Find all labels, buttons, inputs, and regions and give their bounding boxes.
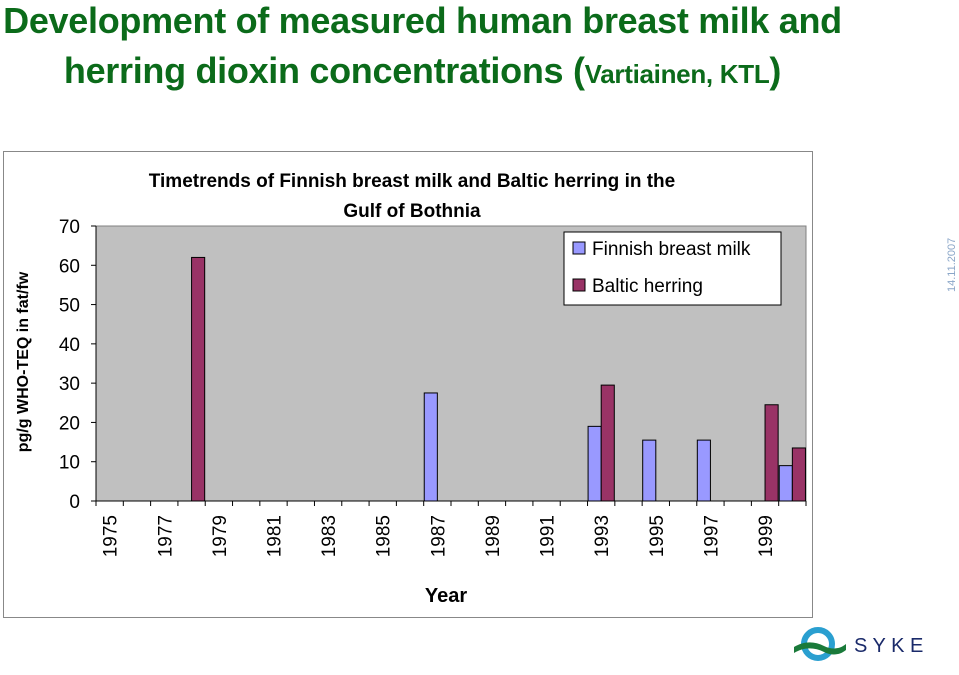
bar-baltic-herring-1993 <box>600 384 615 502</box>
legend-swatch-breast-milk <box>572 241 586 255</box>
syke-logo: S Y K E <box>794 627 923 661</box>
dioxin-bar-chart: 0 10 20 30 40 50 60 70 1975 1977 1979 1981 1983 1985 1… <box>15 171 807 607</box>
chart-title-line1: Timetrends of Finnish breast milk and Ba… <box>149 171 675 192</box>
x-tick-label: 1999 <box>756 515 777 557</box>
bar-breast-milk-2000 <box>778 465 793 502</box>
bar-breast-milk-1993 <box>587 425 602 502</box>
y-tick-label: 10 <box>59 453 80 474</box>
x-tick-label: 1989 <box>483 515 504 557</box>
x-tick-label: 1991 <box>538 515 559 557</box>
y-tick-label: 70 <box>59 217 80 238</box>
bar-baltic-herring-1999 <box>764 404 779 502</box>
legend-swatch-baltic-herring <box>572 278 586 292</box>
x-tick-label: 1995 <box>647 515 668 557</box>
legend-label-baltic-herring: Baltic herring <box>592 276 703 297</box>
slide-title-line1: Development of measured human breast mil… <box>3 0 842 41</box>
x-axis-label: Year <box>425 585 467 607</box>
x-tick-label: 1987 <box>428 515 449 557</box>
y-tick-label: 40 <box>59 335 80 356</box>
y-tick-label: 0 <box>69 492 80 513</box>
bar-baltic-herring-2000 <box>791 447 806 502</box>
y-tick-label: 20 <box>59 413 80 434</box>
syke-logo-text: S Y K E <box>854 635 923 657</box>
syke-logo-wave <box>794 642 846 655</box>
x-tick-label: 1981 <box>265 515 286 557</box>
legend-label-breast-milk: Finnish breast milk <box>592 239 751 260</box>
bar-breast-milk-1987 <box>423 392 438 502</box>
y-axis-label: pg/g WHO-TEQ in fat/fw <box>15 271 32 452</box>
chart-title-line2: Gulf of Bothnia <box>343 201 481 222</box>
x-tick-label: 1985 <box>374 515 395 557</box>
slide-date: 14.11.2007 <box>946 237 958 292</box>
x-tick-label: 1993 <box>592 515 613 557</box>
x-tick-label: 1979 <box>210 515 231 557</box>
bar-baltic-herring-1978 <box>191 256 206 502</box>
legend: Finnish breast milk Baltic herring <box>563 231 782 306</box>
y-tick-label: 60 <box>59 256 80 277</box>
slide-title-source: Vartiainen, KTL <box>584 59 770 89</box>
y-tick-label: 30 <box>59 374 80 395</box>
x-tick-label: 1977 <box>155 515 176 557</box>
bar-breast-milk-1995 <box>642 439 657 502</box>
slide-title-line2: herring dioxin concentrations (Vartiaine… <box>0 50 845 95</box>
x-tick-label: 1997 <box>701 515 722 557</box>
legend-box <box>563 231 782 306</box>
y-tick-label: 50 <box>59 296 80 317</box>
bar-breast-milk-1997 <box>696 439 711 502</box>
slide-title-main: herring dioxin concentrations ( <box>63 50 585 91</box>
slide-title-end: ) <box>769 50 782 91</box>
x-tick-label: 1975 <box>101 515 122 557</box>
chart-frame: 0 10 20 30 40 50 60 70 1975 1977 1979 1981 1983 1985 1… <box>3 151 813 618</box>
x-tick-label: 1983 <box>319 515 340 557</box>
